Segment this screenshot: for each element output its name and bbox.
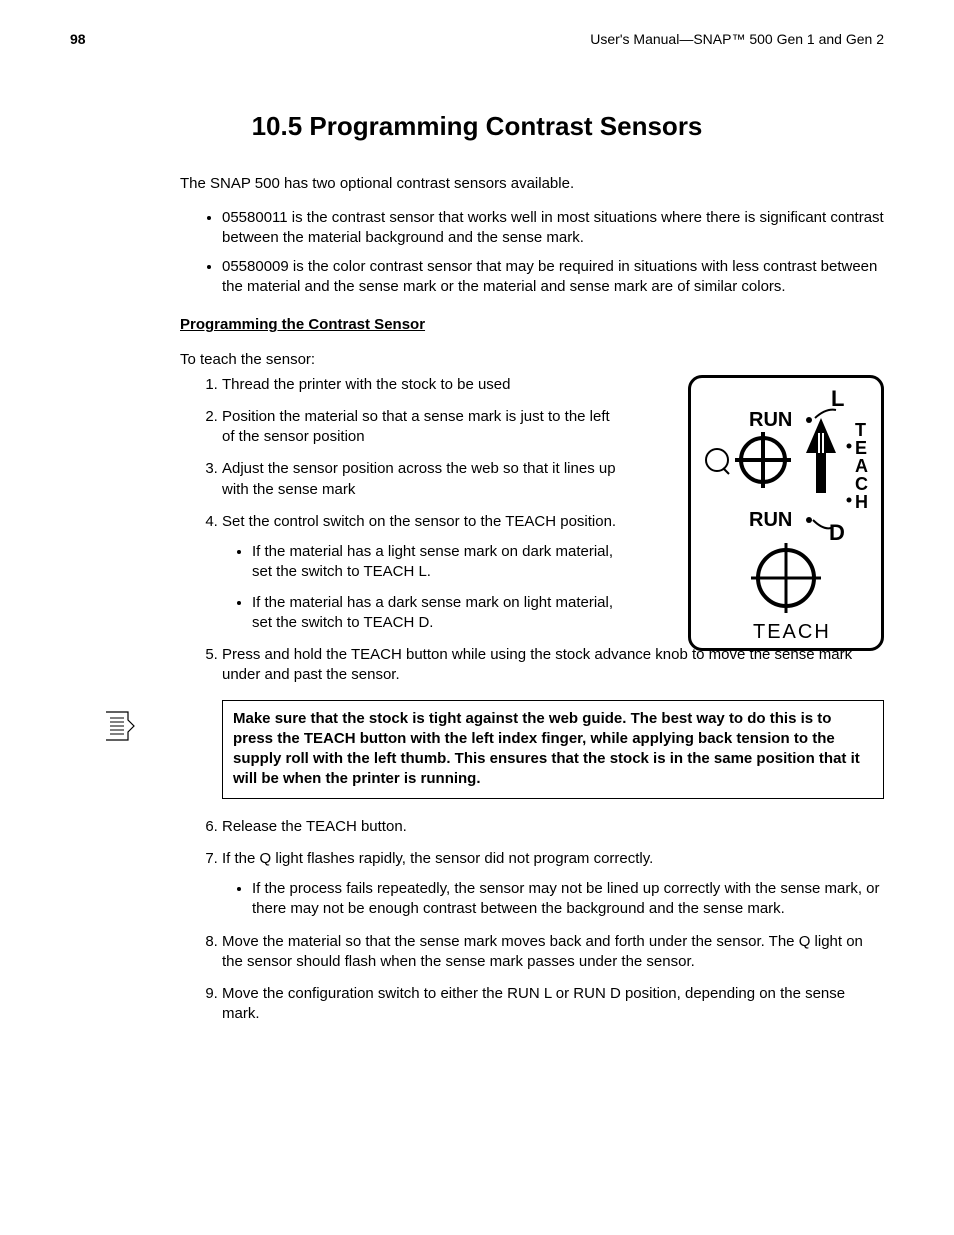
step-item: Release the TEACH button. xyxy=(222,817,884,837)
sub-item: If the material has a light sense mark o… xyxy=(252,542,622,583)
svg-text:C: C xyxy=(855,474,868,494)
sub-list: If the process fails repeatedly, the sen… xyxy=(222,879,884,920)
page-number: 98 xyxy=(70,30,86,49)
list-item: 05580009 is the color contrast sensor th… xyxy=(222,257,884,298)
svg-text:A: A xyxy=(855,456,868,476)
section-title: 10.5 Programming Contrast Sensors xyxy=(70,109,884,144)
intro-text: The SNAP 500 has two optional contrast s… xyxy=(180,174,884,194)
svg-text:TEACH: TEACH xyxy=(753,621,831,643)
note-callout: Make sure that the stock is tight agains… xyxy=(180,700,884,799)
svg-text:H: H xyxy=(855,492,868,512)
step-text: Set the control switch on the sensor to … xyxy=(222,513,616,530)
svg-text:E: E xyxy=(855,438,867,458)
sensor-diagram: L RUN T E A C H xyxy=(688,375,884,651)
teach-intro: To teach the sensor: xyxy=(180,350,884,370)
svg-text:T: T xyxy=(855,420,866,440)
steps-list-cont: Release the TEACH button. If the Q light… xyxy=(180,817,884,1025)
svg-text:L: L xyxy=(831,386,844,411)
step-item: Move the configuration switch to either … xyxy=(222,984,884,1025)
step-text: If the Q light flashes rapidly, the sens… xyxy=(222,850,653,867)
sub-item: If the process fails repeatedly, the sen… xyxy=(252,879,884,920)
step-item: Move the material so that the sense mark… xyxy=(222,932,884,973)
note-icon xyxy=(100,700,140,752)
svg-text:D: D xyxy=(829,520,845,545)
sub-list: If the material has a light sense mark o… xyxy=(222,542,622,633)
step-item: Adjust the sensor position across the we… xyxy=(222,459,622,500)
svg-text:RUN: RUN xyxy=(749,509,792,531)
step-item: If the Q light flashes rapidly, the sens… xyxy=(222,849,884,920)
page-header: 98 User's Manual—SNAP™ 500 Gen 1 and Gen… xyxy=(70,30,884,49)
list-item: 05580011 is the contrast sensor that wor… xyxy=(222,208,884,249)
svg-text:RUN: RUN xyxy=(749,409,792,431)
sensor-list: 05580011 is the contrast sensor that wor… xyxy=(180,208,884,297)
note-box: Make sure that the stock is tight agains… xyxy=(222,700,884,799)
content-body: The SNAP 500 has two optional contrast s… xyxy=(180,174,884,1025)
steps-section: L RUN T E A C H xyxy=(180,375,884,1025)
sub-item: If the material has a dark sense mark on… xyxy=(252,593,622,634)
manual-title: User's Manual—SNAP™ 500 Gen 1 and Gen 2 xyxy=(590,30,884,49)
step-item: Thread the printer with the stock to be … xyxy=(222,375,622,395)
subheading: Programming the Contrast Sensor xyxy=(180,315,884,335)
step-item: Position the material so that a sense ma… xyxy=(222,407,622,448)
step-item: Set the control switch on the sensor to … xyxy=(222,512,622,633)
